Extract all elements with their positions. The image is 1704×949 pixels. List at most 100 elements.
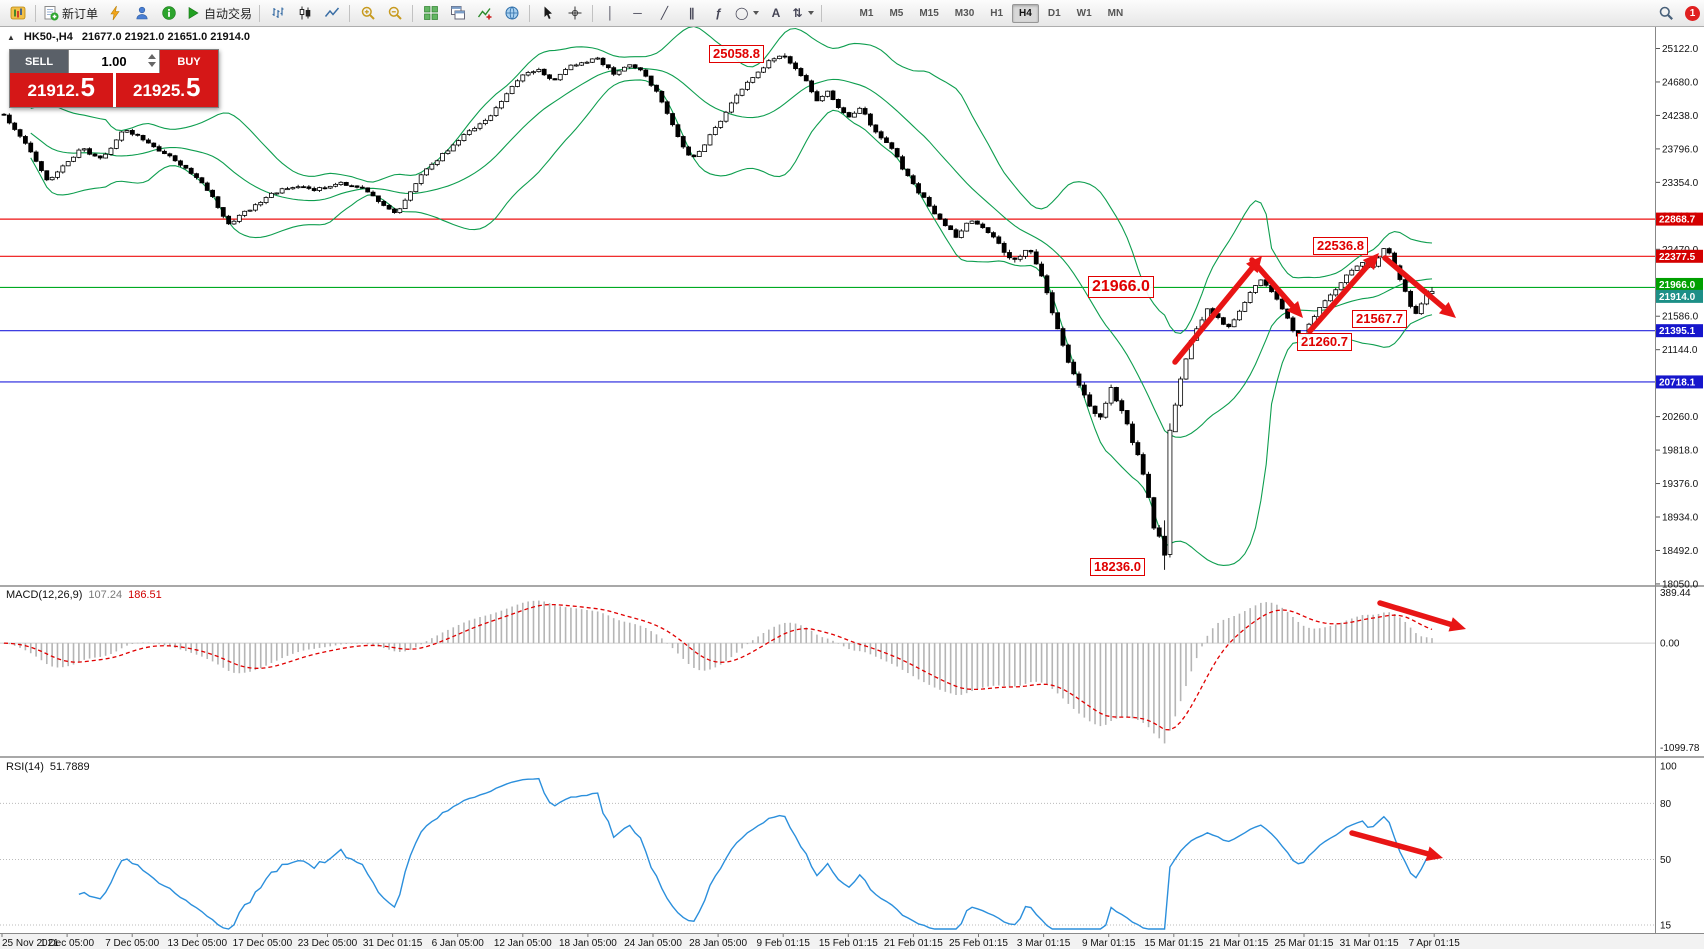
price-annotation[interactable]: 21567.7: [1352, 310, 1407, 329]
logo-icon: [10, 5, 26, 21]
search-button[interactable]: [1652, 2, 1679, 25]
price-line-label-text: 21395.1: [1659, 326, 1696, 337]
crosshair-button[interactable]: [561, 2, 588, 25]
trend-arrow-head[interactable]: [1425, 846, 1443, 861]
trend-arrow[interactable]: [1382, 255, 1447, 311]
timeframe-m5-button[interactable]: M5: [889, 7, 904, 19]
sell-button[interactable]: SELL: [10, 50, 68, 73]
trend-arrow-head[interactable]: [1286, 301, 1303, 318]
trendline-tool-button[interactable]: ╱: [651, 2, 678, 25]
toolbar-separator: [529, 4, 531, 22]
indicators-button[interactable]: [471, 2, 498, 25]
time-axis-label: 15 Feb 01:15: [819, 938, 878, 949]
rsi-line: [78, 777, 1433, 930]
notification-badge[interactable]: 1: [1685, 5, 1700, 21]
trend-arrow[interactable]: [1377, 600, 1454, 628]
timeframe-mn-button[interactable]: MN: [1107, 7, 1124, 19]
buy-price-main: 21925.: [133, 80, 186, 100]
profiles-button[interactable]: [128, 2, 155, 25]
trend-arrow[interactable]: [1172, 265, 1255, 365]
timeframe-m30-button[interactable]: M30: [954, 7, 975, 19]
timeframe-w1-button[interactable]: W1: [1076, 7, 1092, 19]
one-click-collapse-icon[interactable]: ▲: [7, 32, 15, 42]
timeframe-m1-button[interactable]: M1: [859, 7, 874, 19]
arrows-tool-button[interactable]: ⇅: [789, 2, 816, 25]
cascade-windows-button[interactable]: [444, 2, 471, 25]
price-annotation[interactable]: 22536.8: [1313, 237, 1368, 256]
buy-price-pip: 5: [186, 71, 201, 102]
zoomin-icon: [360, 5, 376, 21]
time-axis-label: 13 Dec 05:00: [168, 938, 228, 949]
text-tool-button[interactable]: A: [762, 2, 789, 25]
price-line-label-text: 22377.5: [1659, 252, 1696, 263]
time-axis-label: 18 Jan 05:00: [559, 938, 617, 949]
cursor-icon: [540, 5, 556, 21]
trend-arrow[interactable]: [1349, 830, 1431, 857]
price-line-label-text: 22868.7: [1659, 215, 1696, 226]
price-annotation[interactable]: 25058.8: [709, 45, 764, 64]
tile-windows-button[interactable]: [417, 2, 444, 25]
cursor-button[interactable]: [534, 2, 561, 25]
bar-chart-button[interactable]: [264, 2, 291, 25]
volume-up-icon[interactable]: [148, 54, 156, 59]
channel-tool-button[interactable]: ∥: [678, 2, 705, 25]
price-axis-tick: 21586.0: [1662, 312, 1699, 323]
macd-axis-label: -1099.78: [1660, 743, 1700, 754]
candlestick-chart-button[interactable]: [291, 2, 318, 25]
macd-histogram: [3, 600, 1433, 744]
timeframe-m15-button[interactable]: M15: [919, 7, 939, 19]
cascade-icon: [450, 5, 466, 21]
time-axis-label: 6 Jan 05:00: [432, 938, 485, 949]
data-window-button[interactable]: [155, 2, 182, 25]
fibonacci-tool-button[interactable]: ƒ: [705, 2, 732, 25]
market-watch-button[interactable]: [101, 2, 128, 25]
volume-down-icon[interactable]: [148, 62, 156, 67]
volume-input[interactable]: 1.00: [68, 50, 160, 73]
line-chart-button[interactable]: [318, 2, 345, 25]
one-click-trading-panel: SELL 1.00 BUY 21912. 5 21925. 5: [9, 49, 219, 108]
candles-icon: [297, 5, 313, 21]
arrows-tool-button-glyph: ⇅: [792, 6, 803, 20]
zoom-in-button[interactable]: [354, 2, 381, 25]
panel-separator[interactable]: [0, 756, 1704, 758]
time-axis-label: 1 Dec 05:00: [40, 938, 94, 949]
vertical-line-tool-button-glyph: │: [606, 6, 615, 20]
trend-arrow[interactable]: [1307, 262, 1372, 334]
trend-arrow[interactable]: [1249, 257, 1296, 309]
shapes-tool-button[interactable]: ◯: [732, 2, 762, 25]
timeframe-h1-button[interactable]: H1: [990, 7, 1004, 19]
volume-stepper[interactable]: [148, 54, 156, 67]
trend-arrow-head[interactable]: [1438, 301, 1456, 318]
timeframe-d1-button[interactable]: D1: [1047, 7, 1061, 19]
trend-arrow-head[interactable]: [1362, 253, 1379, 270]
time-axis-label: 7 Dec 05:00: [105, 938, 159, 949]
time-axis-label: 12 Jan 05:00: [494, 938, 552, 949]
trend-arrow-head[interactable]: [1448, 617, 1466, 632]
price-annotation[interactable]: 21260.7: [1297, 333, 1352, 352]
zoom-out-button[interactable]: [381, 2, 408, 25]
bollinger-middle-band: [30, 67, 1433, 438]
sell-price-button[interactable]: 21912. 5: [10, 73, 113, 107]
time-axis-label: 21 Feb 01:15: [884, 938, 943, 949]
vertical-line-tool-button[interactable]: │: [597, 2, 624, 25]
toolbar-separator: [259, 4, 261, 22]
toolbar: 新订单 自动交易 │ ─ ╱ ∥ ƒ ◯ A ⇅ M1 M5 M15 M30 H1 H4 D1 W1 MN 1: [0, 0, 1704, 27]
new-order-button[interactable]: 新订单: [40, 2, 101, 25]
price-axis-tick: 19376.0: [1662, 479, 1699, 490]
toolbar-separator: [349, 4, 351, 22]
rsi-axis-label: 80: [1660, 799, 1672, 810]
price-line-label: [1656, 277, 1703, 291]
price-annotation[interactable]: 18236.0: [1090, 558, 1145, 577]
panel-separator[interactable]: [0, 585, 1704, 587]
buy-button[interactable]: BUY: [160, 50, 218, 73]
autotrading-button[interactable]: 自动交易: [182, 2, 255, 25]
bollinger-lower-band: [30, 79, 1433, 566]
timeframe-h4-button[interactable]: H4: [1012, 3, 1039, 23]
price-annotation[interactable]: 21966.0: [1088, 276, 1154, 298]
buy-price-button[interactable]: 21925. 5: [115, 71, 218, 107]
navigator-button[interactable]: [498, 2, 525, 25]
horizontal-line-tool-button[interactable]: ─: [624, 2, 651, 25]
price-line-label: [1656, 375, 1703, 389]
